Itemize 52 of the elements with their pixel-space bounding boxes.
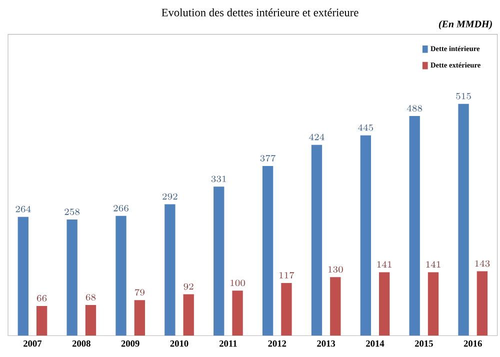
data-label: 117 — [280, 272, 294, 278]
x-tick-label: 2015 — [415, 340, 433, 347]
data-label: 515 — [456, 92, 471, 100]
x-tick-label: 2007 — [24, 340, 42, 347]
data-label: 79 — [135, 289, 144, 296]
data-label: 130 — [328, 266, 343, 273]
bar — [164, 204, 176, 336]
x-tick-label: 2009 — [121, 340, 140, 347]
x-tick-label: 2012 — [268, 340, 286, 347]
bar — [330, 277, 341, 336]
data-label: 377 — [260, 154, 276, 162]
data-label: 143 — [475, 260, 490, 267]
data-label: 266 — [114, 205, 128, 212]
x-tick-label: 2011 — [220, 340, 237, 347]
x-tick-label: 2010 — [170, 340, 188, 347]
bar — [281, 282, 292, 336]
data-label: 424 — [309, 134, 324, 140]
data-label: 141 — [426, 261, 440, 268]
bar — [311, 144, 322, 336]
data-label: 488 — [406, 105, 422, 112]
data-label: 100 — [230, 280, 245, 286]
bar — [85, 305, 96, 336]
bar — [409, 116, 420, 336]
data-label: 66 — [36, 295, 47, 302]
bar — [476, 271, 488, 336]
chart-title: Evolution des dettes intérieure et extérieure — [162, 8, 358, 16]
data-label: 331 — [211, 176, 226, 182]
bar — [232, 290, 243, 336]
bar — [458, 104, 469, 336]
data-label: 92 — [184, 283, 194, 290]
bar — [262, 166, 274, 336]
bar — [183, 294, 194, 336]
data-label: 68 — [86, 294, 96, 301]
x-tick-label: 2016 — [464, 340, 482, 347]
bar — [379, 272, 390, 336]
bar — [360, 135, 371, 336]
data-label: 292 — [162, 193, 178, 200]
data-label: 445 — [358, 124, 374, 131]
x-tick-label: 2014 — [366, 340, 384, 347]
data-label: 264 — [16, 206, 31, 212]
data-label: 141 — [377, 261, 392, 268]
bar — [66, 220, 78, 336]
x-tick-label: 2013 — [317, 340, 336, 347]
bar — [116, 216, 126, 336]
x-tick-label: 2008 — [72, 340, 90, 347]
bar — [18, 216, 28, 336]
bar — [214, 186, 224, 336]
bar — [134, 300, 146, 336]
bar — [428, 272, 439, 336]
bar — [36, 306, 48, 336]
data-label: 258 — [64, 208, 80, 216]
text: (En MMDH) — [438, 20, 492, 30]
